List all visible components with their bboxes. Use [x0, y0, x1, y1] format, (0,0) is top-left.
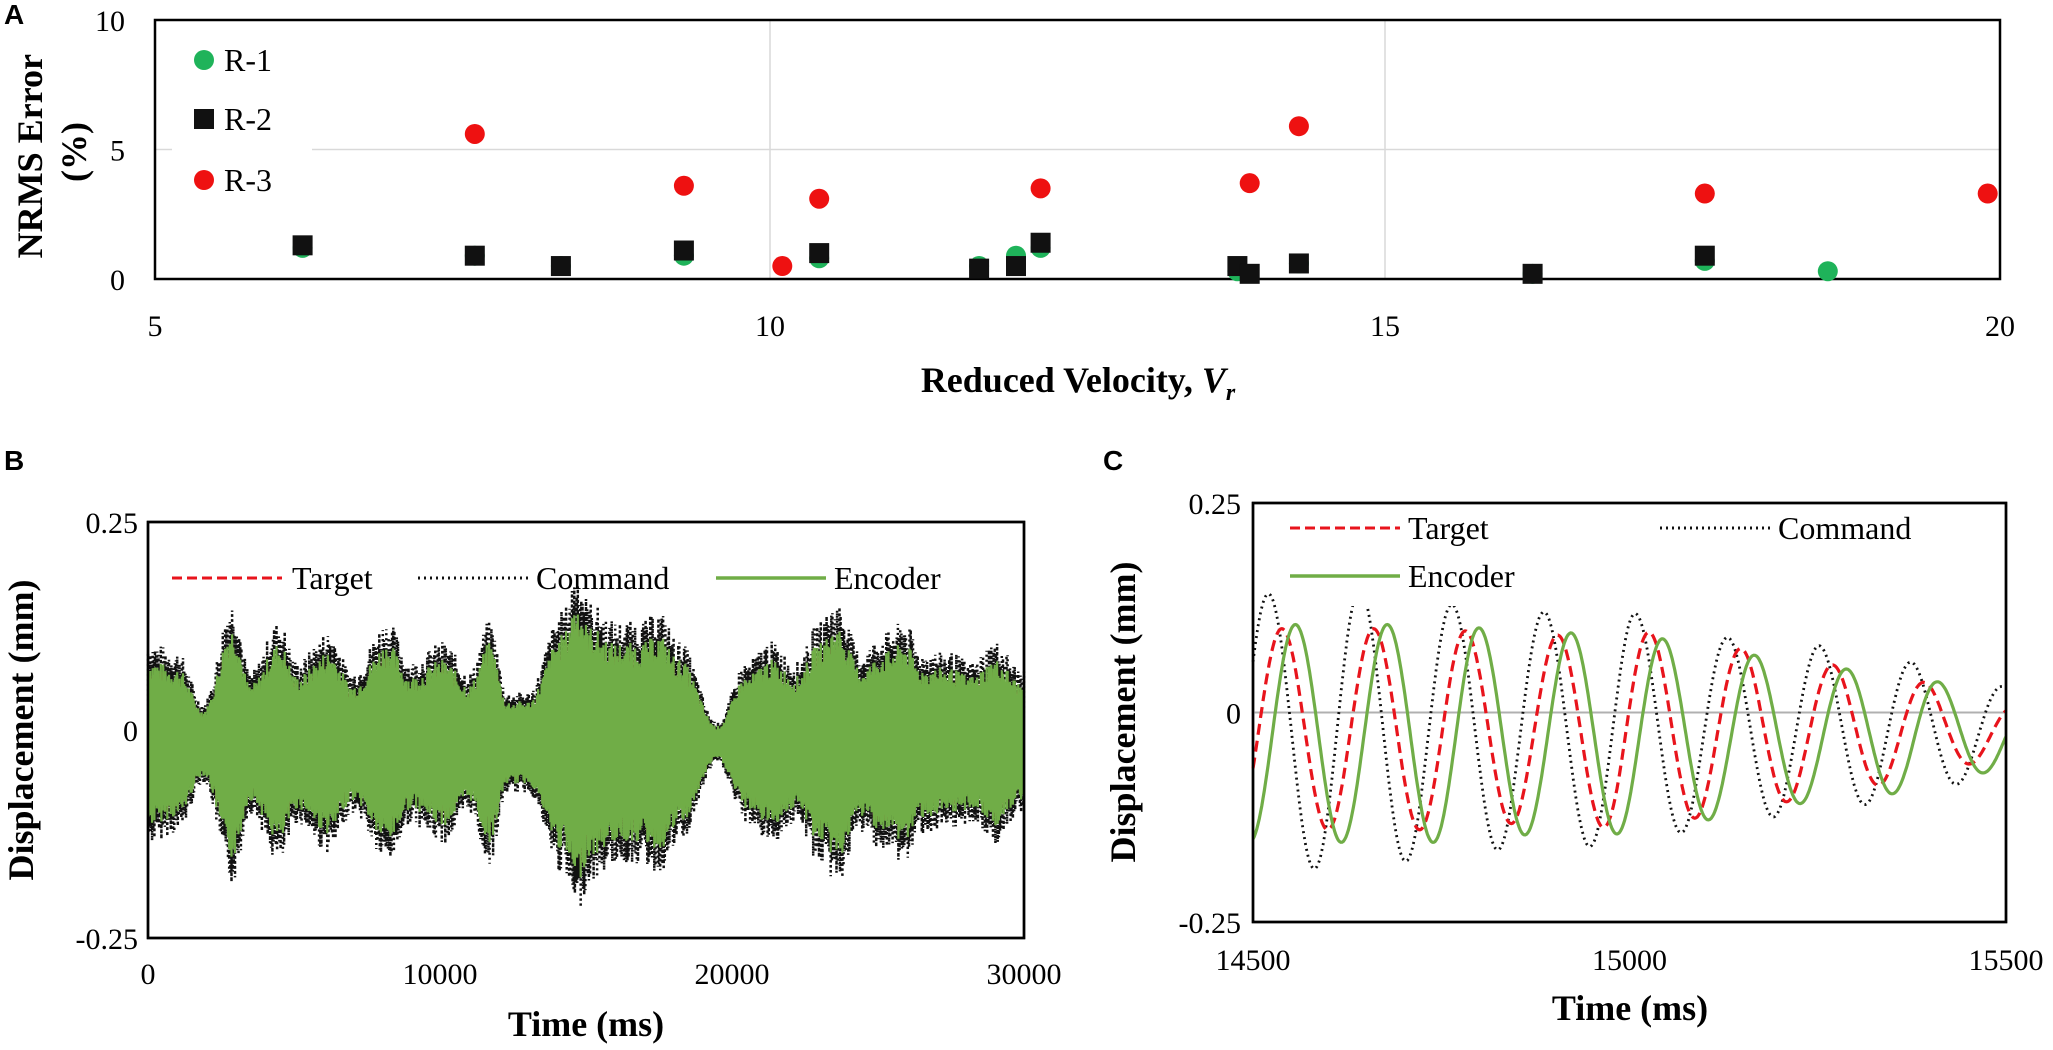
c-y-tick-labels: -0.25 0 0.25 [1179, 488, 1242, 940]
a-legend-marker-r1 [194, 50, 214, 70]
a-point-r-3 [1239, 173, 1260, 194]
a-y-tick-label: 5 [110, 135, 125, 168]
a-point-r-2 [464, 245, 485, 266]
a-y-tick-label: 10 [95, 5, 125, 38]
b-x-axis-title: Time (ms) [508, 1004, 664, 1044]
b-x-tick-label: 0 [141, 958, 156, 991]
a-point-r-3 [1694, 183, 1715, 204]
c-y-tick-label: 0.25 [1189, 488, 1242, 521]
a-point-r-3 [1030, 178, 1051, 199]
b-x-tick-label: 30000 [987, 958, 1062, 991]
c-legend: Target Command Encoder [1276, 506, 1956, 606]
c-y-tick-label: 0 [1226, 698, 1241, 731]
b-legend-label-encoder: Encoder [834, 560, 941, 596]
a-y-tick-labels: 0 5 10 [95, 5, 125, 297]
a-point-r-2 [809, 243, 830, 264]
b-series-group [146, 586, 1026, 908]
c-y-tick-label: -0.25 [1179, 907, 1242, 940]
b-y-axis-title: Displacement (mm) [1, 580, 41, 881]
a-x-tick-label: 15 [1370, 310, 1400, 343]
c-series-encoder [1251, 622, 2008, 844]
a-point-r-3 [1977, 183, 1998, 204]
b-series-encoder [146, 614, 1026, 878]
b-legend-label-command: Command [536, 560, 669, 596]
b-y-tick-label: 0 [123, 715, 138, 748]
a-gridlines [155, 20, 2000, 279]
b-x-tick-labels: 0 10000 20000 30000 [141, 958, 1062, 991]
c-x-tick-label: 15500 [1969, 944, 2044, 977]
panel-label-b: B [4, 445, 24, 476]
a-point-r-2 [1239, 263, 1260, 284]
a-legend-label-r1: R-1 [224, 42, 272, 78]
c-x-tick-label: 14500 [1216, 944, 1291, 977]
c-x-axis-title: Time (ms) [1552, 988, 1708, 1028]
a-point-r-2 [969, 258, 990, 279]
c-x-tick-label: 15000 [1592, 944, 1667, 977]
c-legend-label-encoder: Encoder [1408, 558, 1515, 594]
b-y-tick-label: -0.25 [76, 923, 139, 956]
a-point-r-2 [673, 240, 694, 261]
b-y-tick-labels: -0.25 0 0.25 [76, 507, 139, 956]
c-legend-background [1276, 506, 1956, 606]
c-legend-label-command: Command [1778, 510, 1911, 546]
a-point-r-2 [1030, 232, 1051, 253]
c-series-target [1251, 627, 2008, 832]
a-point-r-3 [772, 256, 793, 277]
a-legend-label-r3: R-3 [224, 162, 272, 198]
c-plot-frame-border [1251, 501, 2008, 924]
panel-label-c: C [1103, 445, 1123, 476]
panel-label-a: A [4, 0, 24, 30]
a-y-axis-title: NRMS Error (%) [10, 46, 94, 259]
a-x-axis-title: Reduced Velocity, Vr [921, 360, 1236, 406]
c-series-group [1251, 587, 2008, 871]
c-series-command [1251, 587, 2007, 871]
a-x-tick-labels: 5 10 15 20 [148, 310, 2016, 343]
a-point-r-3 [673, 175, 694, 196]
b-x-tick-label: 10000 [403, 958, 478, 991]
a-legend-marker-r2 [194, 109, 214, 129]
a-x-tick-label: 20 [1985, 310, 2015, 343]
a-point-r-2 [1006, 256, 1026, 277]
b-legend: Target Command Encoder [172, 560, 941, 596]
a-point-r-3 [1288, 116, 1309, 137]
a-point-r-3 [464, 123, 485, 144]
a-x-tick-label: 5 [148, 310, 163, 343]
a-point-r-2 [550, 256, 571, 277]
b-x-tick-label: 20000 [695, 958, 770, 991]
a-point-r-2 [1288, 253, 1309, 274]
c-legend-label-target: Target [1408, 510, 1489, 546]
a-legend-marker-r3 [194, 170, 214, 190]
a-point-r-3 [809, 188, 830, 209]
b-plot-frame-border [146, 520, 1026, 940]
a-data-points [292, 116, 1998, 284]
b-legend-label-target: Target [292, 560, 373, 596]
b-series-command [146, 586, 1026, 908]
c-y-axis-title: Displacement (mm) [1103, 562, 1143, 863]
a-point-r-2 [1694, 245, 1715, 266]
a-y-tick-label: 0 [110, 264, 125, 297]
a-plot-frame [153, 18, 2002, 281]
c-x-tick-labels: 14500 15000 15500 [1216, 944, 2044, 977]
a-point-r-2 [1522, 263, 1543, 284]
line-chart-displacement-zoom: -0.25 0 0.25 14500 15000 15500 Target Comman… [1103, 488, 2044, 1028]
a-point-r-1 [1817, 261, 1838, 282]
a-legend-label-r2: R-2 [224, 101, 272, 137]
a-legend: R-1 R-2 R-3 [172, 34, 312, 208]
a-x-tick-label: 10 [755, 310, 785, 343]
a-point-r-2 [292, 235, 313, 256]
b-y-tick-label: 0.25 [86, 507, 139, 540]
